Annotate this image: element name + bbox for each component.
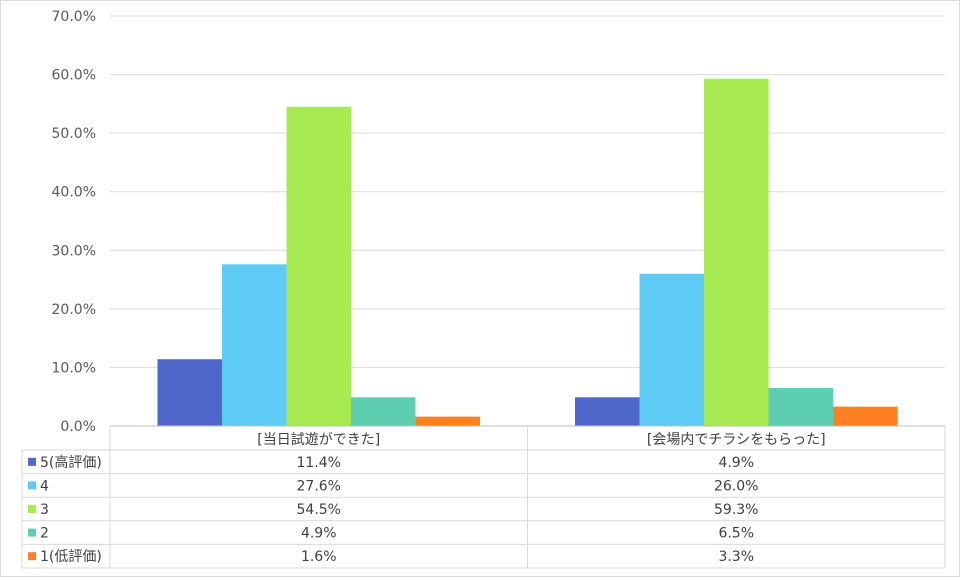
bar-1-1 — [157, 359, 222, 426]
bar-1-2 — [575, 397, 640, 426]
y-tick-label: 30.0% — [52, 243, 96, 259]
bar-3-2 — [704, 78, 769, 427]
bar-2-1 — [222, 264, 287, 426]
legend-label: 4 — [40, 478, 49, 494]
data-label: 54.5% — [297, 502, 341, 518]
data-label: 26.0% — [714, 478, 758, 494]
bar-3-1 — [286, 106, 351, 427]
bar-5-1 — [415, 416, 480, 426]
y-tick-label: 60.0% — [52, 68, 96, 84]
legend-key — [28, 481, 36, 490]
y-tick-label: 10.0% — [52, 360, 96, 376]
data-label: 4.9% — [718, 455, 754, 471]
y-tick-label: 0.0% — [60, 419, 96, 435]
data-label: 4.9% — [301, 526, 337, 542]
category-label: [当日試遊ができた] — [257, 432, 380, 448]
data-label: 27.6% — [297, 478, 341, 494]
y-tick-label: 40.0% — [52, 185, 96, 201]
category-label: [会場内でチラシをもらった] — [647, 432, 826, 448]
legend-key — [28, 457, 36, 466]
bar-5-2 — [833, 406, 898, 426]
y-tick-label: 20.0% — [52, 302, 96, 318]
legend-label: 5(高評価) — [40, 454, 102, 471]
y-tick-label: 50.0% — [52, 126, 96, 142]
legend-key — [28, 528, 36, 537]
data-label: 6.5% — [718, 526, 754, 542]
data-label: 3.3% — [718, 549, 754, 565]
bar-2-2 — [639, 273, 704, 426]
bar-4-2 — [768, 387, 833, 426]
legend-label: 1(低評価) — [40, 549, 102, 565]
y-tick-label: 70.0% — [52, 9, 96, 25]
data-label: 1.6% — [301, 549, 337, 565]
bar-4-1 — [351, 397, 416, 426]
legend-label: 3 — [40, 502, 49, 518]
data-label: 59.3% — [714, 502, 758, 518]
legend-key — [28, 552, 36, 561]
legend-key — [28, 505, 36, 513]
legend-label: 2 — [40, 526, 49, 542]
data-label: 11.4% — [297, 455, 341, 471]
